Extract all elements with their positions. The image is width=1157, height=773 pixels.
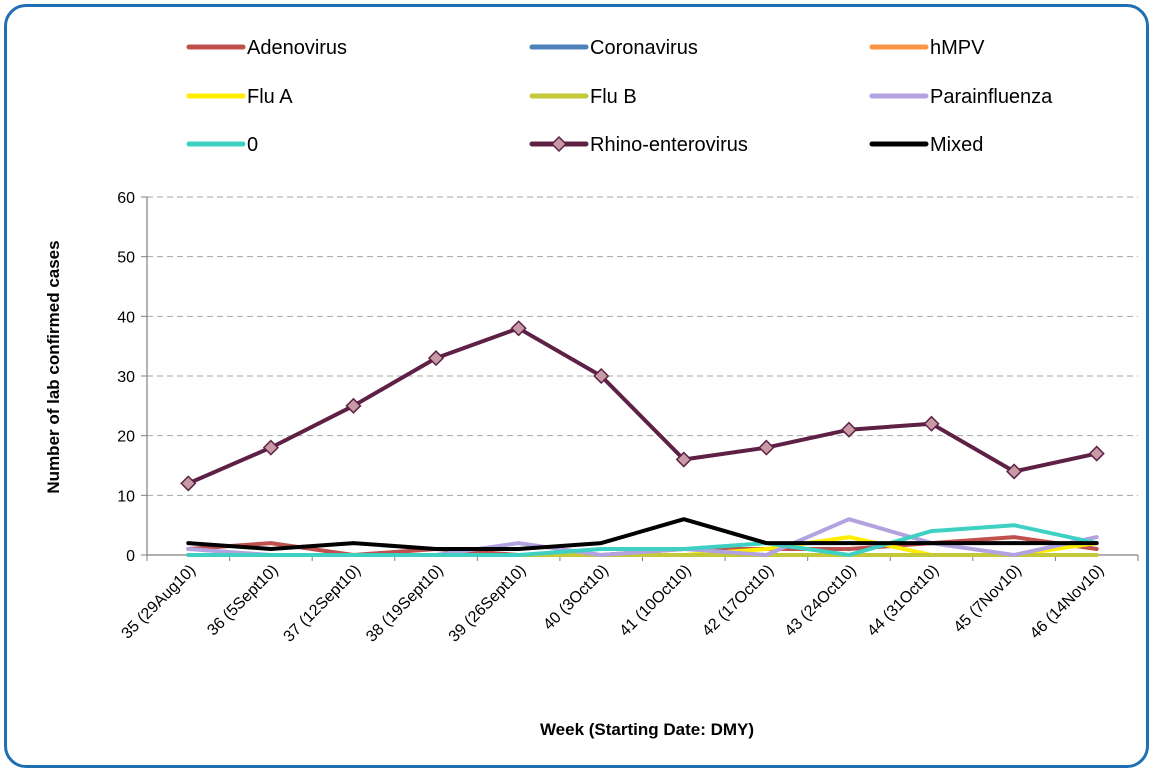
- legend-label-flu-b: Flu B: [590, 86, 637, 108]
- x-tick-label-2: 37 (12Sept10): [281, 562, 365, 646]
- y-tick-label-30: 30: [117, 369, 135, 386]
- marker-rhino-enterovirus-3: [427, 350, 445, 367]
- y-tick-labels: 0 10 20 30 40 50 60: [117, 190, 135, 565]
- x-tick-label-5: 40 (3Oct10): [540, 562, 612, 634]
- marker-rhino-enterovirus-6: [675, 451, 692, 468]
- y-tick-label-10: 10: [117, 488, 135, 505]
- marker-rhino-enterovirus-9: [923, 415, 940, 432]
- line-chart: Adenovirus Coronavirus hMPV Flu A Flu B Parai…: [44, 37, 1139, 739]
- y-tick-label-60: 60: [117, 190, 135, 207]
- marker-rhino-enterovirus-0: [180, 475, 197, 492]
- series-line-mixed: [186, 517, 1099, 551]
- axes: [146, 197, 1139, 561]
- legend-marker-rhino-enterovirus: [550, 135, 568, 153]
- legend-label-parainfluenza: Parainfluenza: [930, 86, 1053, 108]
- x-tick-label-4: 39 (26Sept10): [446, 562, 530, 646]
- gridlines: [141, 196, 1138, 556]
- marker-rhino-enterovirus-8: [840, 421, 858, 438]
- x-tick-label-3: 38 (19Sept10): [363, 562, 447, 646]
- legend: Adenovirus Coronavirus hMPV Flu A Flu B Parai…: [186, 37, 1053, 156]
- y-tick-label-0: 0: [126, 548, 135, 565]
- legend-label-0: 0: [247, 134, 258, 156]
- x-tick-label-7: 42 (17Oct10): [699, 562, 777, 640]
- marker-rhino-enterovirus-5: [593, 367, 610, 385]
- series-line-rhino-enterovirus: [186, 326, 1099, 486]
- x-axis-title: Week (Starting Date: DMY): [540, 720, 754, 739]
- legend-label-rhino-enterovirus: Rhino-enterovirus: [590, 134, 748, 156]
- legend-label-flu-a: Flu A: [247, 86, 293, 108]
- marker-rhino-enterovirus-11: [1088, 445, 1105, 462]
- series-markers: [180, 320, 1105, 492]
- marker-rhino-enterovirus-10: [1006, 463, 1023, 480]
- series-line-0: [186, 523, 1099, 557]
- marker-rhino-enterovirus-4: [510, 320, 527, 337]
- x-tick-labels: 35 (29Aug10) 36 (5Sept10)37 (12Sept10)38 …: [119, 562, 1108, 646]
- x-tick-label-6: 41 (10Oct10): [617, 562, 695, 640]
- legend-label-coronavirus: Coronavirus: [590, 37, 698, 59]
- legend-label-adenovirus: Adenovirus: [247, 37, 347, 59]
- marker-rhino-enterovirus-2: [345, 397, 362, 414]
- series-lines: [186, 326, 1099, 557]
- chart-frame: Adenovirus Coronavirus hMPV Flu A Flu B Parai…: [4, 4, 1149, 768]
- marker-rhino-enterovirus-1: [262, 439, 279, 456]
- x-tick-label-1: 36 (5Sept10): [204, 562, 281, 639]
- legend-label-mixed: Mixed: [930, 134, 983, 156]
- x-tick-label-11: 46 (14Nov10): [1027, 562, 1108, 643]
- y-tick-label-20: 20: [117, 429, 135, 446]
- marker-rhino-enterovirus-7: [758, 439, 775, 456]
- x-tick-label-0: 35 (29Aug10): [119, 562, 200, 643]
- x-tick-label-10: 45 (7Nov10): [951, 562, 1025, 636]
- y-tick-label-40: 40: [117, 309, 135, 326]
- x-tick-label-9: 44 (31Oct10): [864, 562, 942, 640]
- y-axis-title: Number of lab confirmed cases: [44, 240, 63, 493]
- legend-label-hmpv: hMPV: [930, 37, 985, 59]
- x-tick-label-8: 43 (24Oct10): [782, 562, 860, 640]
- y-tick-label-50: 50: [117, 250, 135, 267]
